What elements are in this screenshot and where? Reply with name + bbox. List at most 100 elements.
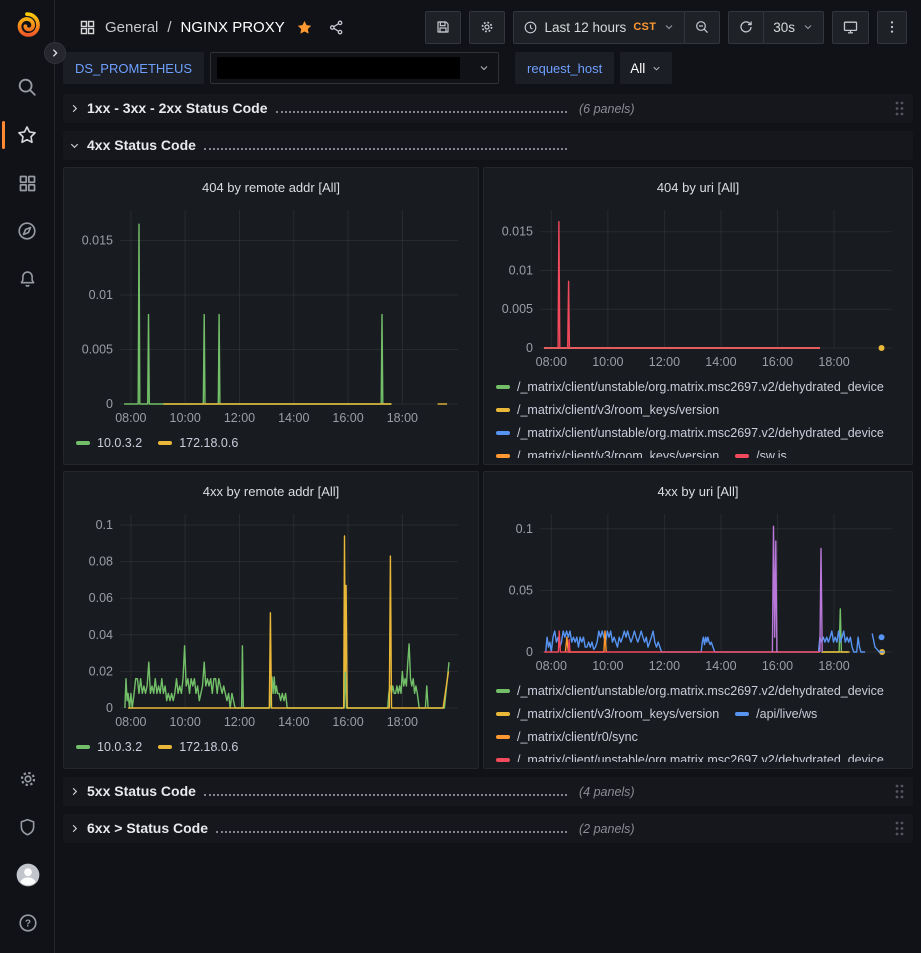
svg-text:0.005: 0.005 [82, 343, 113, 357]
refresh-button[interactable] [728, 10, 765, 44]
variable-host-select[interactable]: All [620, 52, 673, 84]
svg-text:0.04: 0.04 [89, 628, 113, 642]
bell-icon [17, 269, 38, 290]
legend-item[interactable]: 10.0.3.2 [76, 432, 142, 453]
variable-ds-select[interactable] [210, 52, 500, 84]
row-panel-count: (4 panels) [579, 784, 635, 799]
row-drag-handle[interactable] [892, 781, 907, 802]
panel-legend: /_matrix/client/unstable/org.matrix.msc2… [494, 372, 902, 458]
timeseries-chart[interactable]: 08:00 10:00 12:00 14:00 16:00 18:00 0 0.05 0.1 [494, 504, 902, 676]
legend-item[interactable]: /api/live/ws [735, 703, 817, 724]
svg-text:08:00: 08:00 [536, 659, 567, 673]
svg-text:10:00: 10:00 [170, 411, 201, 425]
sidebar-item-explore[interactable] [0, 207, 55, 255]
panel-4xx-by-uri: 4xx by uri [All] 08:00 10:00 12:00 14:00 16:… [483, 471, 913, 769]
chevron-right-icon [69, 103, 80, 114]
legend-item[interactable]: /sw.js [735, 445, 787, 458]
dashboard-settings-button[interactable] [468, 10, 505, 44]
legend-item[interactable]: /_matrix/client/v3/room_keys/version [496, 399, 719, 420]
row-header-6xx[interactable]: 6xx > Status Code (2 panels) [63, 814, 913, 843]
legend-label: 10.0.3.2 [97, 435, 143, 450]
row-panel-count: (6 panels) [579, 101, 635, 116]
svg-text:0: 0 [526, 341, 533, 355]
row-header-5xx[interactable]: 5xx Status Code (4 panels) [63, 777, 913, 806]
dotted-leader [216, 831, 567, 833]
svg-text:0.06: 0.06 [89, 591, 113, 605]
star-filled-icon[interactable] [296, 19, 313, 36]
svg-text:16:00: 16:00 [762, 659, 793, 673]
timeseries-chart[interactable]: 08:00 10:00 12:00 14:00 16:00 18:00 0 0.005 0.01… [494, 200, 902, 372]
row-drag-handle[interactable] [892, 818, 907, 839]
legend-item[interactable]: 172.18.0.6 [158, 432, 238, 453]
legend-label: /_matrix/client/unstable/org.matrix.msc2… [517, 683, 884, 698]
time-range-label: Last 12 hours [544, 19, 627, 35]
svg-text:12:00: 12:00 [224, 411, 255, 425]
legend-label: /_matrix/client/v3/room_keys/version [517, 402, 720, 417]
svg-text:10:00: 10:00 [170, 715, 201, 729]
panel-legend: 10.0.3.2 172.18.0.6 [74, 732, 468, 762]
variable-host-label[interactable]: request_host [515, 52, 615, 84]
svg-text:0.005: 0.005 [502, 302, 533, 316]
panel-title[interactable]: 404 by uri [All] [656, 179, 740, 195]
legend-swatch [496, 688, 510, 693]
breadcrumb-section[interactable]: General [105, 18, 159, 36]
row-header-1xx-3xx-2xx[interactable]: 1xx - 3xx - 2xx Status Code (6 panels) [63, 94, 913, 123]
row-panel-count: (2 panels) [579, 821, 635, 836]
timeseries-chart[interactable]: 08:00 10:00 12:00 14:00 16:00 18:00 0 0.02 0.04 0… [74, 504, 468, 732]
legend-label: 10.0.3.2 [97, 739, 143, 754]
help-icon: ? [17, 912, 39, 934]
sidebar-item-dashboards[interactable] [0, 159, 55, 207]
sidebar-item-configuration[interactable] [0, 755, 55, 803]
legend-item[interactable]: /_matrix/client/r0/sync [496, 726, 638, 747]
svg-text:08:00: 08:00 [115, 411, 146, 425]
panel-title[interactable]: 4xx by remote addr [All] [202, 483, 340, 499]
refresh-interval-picker[interactable]: 30s [763, 10, 824, 44]
legend-swatch [496, 734, 510, 739]
sidebar-item-profile[interactable] [0, 851, 55, 899]
sidebar-item-search[interactable] [0, 63, 55, 111]
time-range-picker[interactable]: Last 12 hours CST [512, 10, 686, 44]
legend-item[interactable]: 172.18.0.6 [158, 736, 238, 757]
sidebar-menu [0, 63, 54, 303]
svg-text:16:00: 16:00 [332, 411, 363, 425]
legend-item[interactable]: /_matrix/client/unstable/org.matrix.msc2… [496, 376, 884, 397]
sidebar-item-alerting[interactable] [0, 255, 55, 303]
sidebar-item-server-admin[interactable] [0, 803, 55, 851]
svg-text:0: 0 [526, 645, 533, 659]
svg-text:14:00: 14:00 [705, 659, 736, 673]
legend-item[interactable]: /_matrix/client/v3/room_keys/version [496, 445, 719, 458]
svg-text:0: 0 [106, 397, 113, 411]
variable-ds-label[interactable]: DS_PROMETHEUS [63, 52, 205, 84]
save-dashboard-button[interactable] [424, 10, 461, 44]
share-icon[interactable] [328, 19, 345, 36]
svg-text:14:00: 14:00 [278, 715, 309, 729]
legend-label: /_matrix/client/unstable/org.matrix.msc2… [517, 425, 884, 440]
svg-text:0.01: 0.01 [89, 288, 113, 302]
panel-title[interactable]: 4xx by uri [All] [657, 483, 739, 499]
zoom-out-time-button[interactable] [684, 10, 721, 44]
legend-item[interactable]: /_matrix/client/unstable/org.matrix.msc2… [496, 680, 884, 701]
shield-icon [17, 817, 38, 838]
sidebar-expand-button[interactable] [44, 42, 66, 64]
svg-text:0.05: 0.05 [509, 583, 533, 597]
legend-swatch [496, 384, 510, 389]
grafana-logo-icon[interactable] [12, 11, 42, 41]
panel-title[interactable]: 404 by remote addr [All] [201, 179, 341, 195]
svg-text:0: 0 [106, 701, 113, 715]
time-controls: Last 12 hours CST [512, 10, 721, 44]
legend-item[interactable]: 10.0.3.2 [76, 736, 142, 757]
svg-text:0.01: 0.01 [509, 263, 533, 277]
legend-item[interactable]: /_matrix/client/unstable/org.matrix.msc2… [496, 422, 884, 443]
sidebar-item-starred[interactable] [0, 111, 55, 159]
legend-item[interactable]: /_matrix/client/unstable/org.matrix.msc2… [496, 749, 884, 762]
row-header-4xx[interactable]: 4xx Status Code [63, 131, 913, 160]
panel-404-by-remote-addr: 404 by remote addr [All] 08:00 10:00 12:00… [63, 167, 479, 465]
legend-swatch [158, 744, 173, 749]
timeseries-chart[interactable]: 08:00 10:00 12:00 14:00 16:00 18:00 0 0.005 0.01… [74, 200, 468, 428]
sidebar-item-help[interactable]: ? [0, 899, 55, 947]
dashboard-title[interactable]: NGINX PROXY [180, 18, 285, 36]
kebab-menu-button[interactable] [877, 10, 907, 44]
tv-mode-button[interactable] [832, 10, 869, 44]
legend-item[interactable]: /_matrix/client/v3/room_keys/version [496, 703, 719, 724]
row-drag-handle[interactable] [892, 98, 907, 119]
